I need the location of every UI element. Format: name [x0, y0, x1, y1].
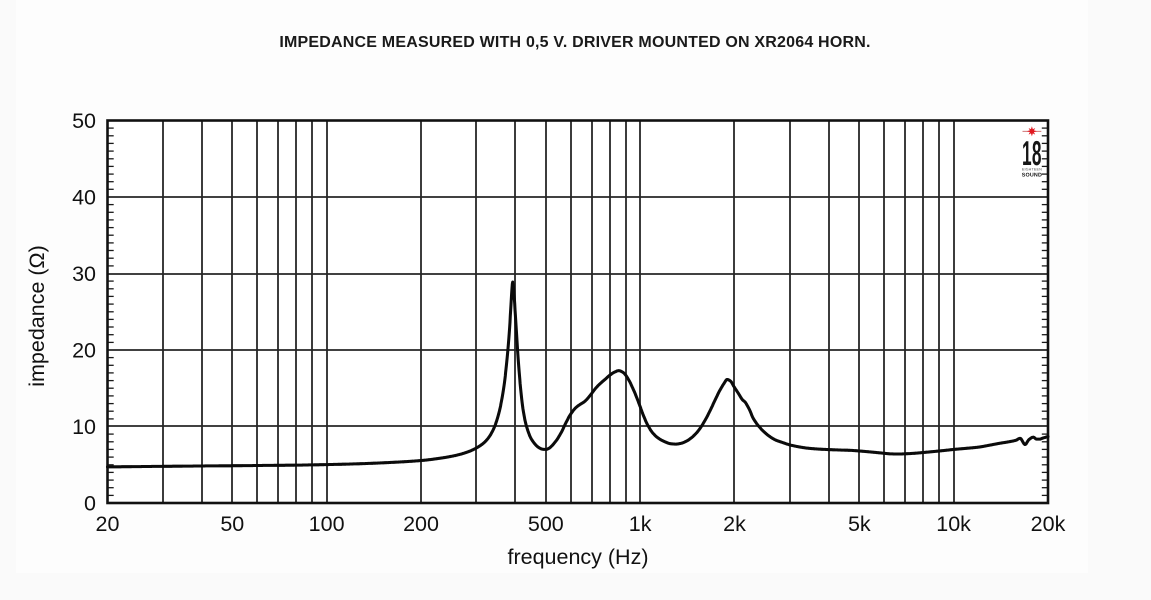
svg-text:impedance (Ω): impedance (Ω) [25, 245, 49, 387]
svg-text:100: 100 [309, 512, 345, 536]
svg-text:500: 500 [528, 512, 564, 536]
svg-text:frequency (Hz): frequency (Hz) [508, 545, 649, 569]
svg-text:1k: 1k [629, 512, 652, 536]
svg-text:2k: 2k [723, 512, 746, 536]
svg-text:IMPEDANCE MEASURED WITH 0,5 V.: IMPEDANCE MEASURED WITH 0,5 V. DRIVER MO… [279, 34, 870, 51]
svg-text:SOUND: SOUND [1022, 172, 1042, 178]
svg-text:20: 20 [72, 339, 96, 363]
svg-text:50: 50 [72, 109, 96, 133]
svg-text:40: 40 [72, 186, 96, 210]
svg-text:20: 20 [96, 512, 120, 536]
svg-text:10: 10 [72, 415, 96, 439]
svg-text:20k: 20k [1031, 512, 1066, 536]
svg-text:30: 30 [72, 262, 96, 286]
svg-text:10k: 10k [936, 512, 971, 536]
svg-text:5k: 5k [848, 512, 871, 536]
svg-text:0: 0 [84, 492, 96, 516]
svg-text:EIGHTEEN: EIGHTEEN [1022, 167, 1042, 172]
svg-text:200: 200 [403, 512, 439, 536]
svg-text:18: 18 [1022, 135, 1042, 173]
svg-text:50: 50 [220, 512, 244, 536]
